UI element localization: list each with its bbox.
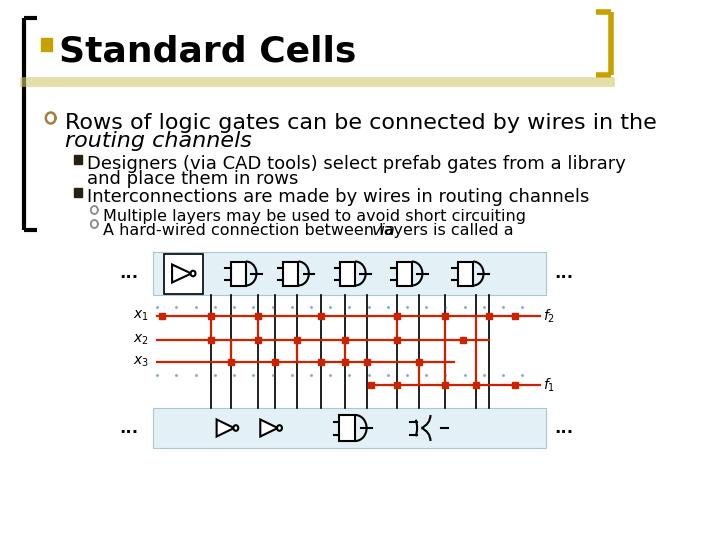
Text: $f_2$: $f_2$ — [544, 307, 555, 325]
Bar — [74, 188, 82, 197]
FancyBboxPatch shape — [153, 252, 546, 295]
Bar — [74, 155, 82, 164]
Polygon shape — [217, 420, 234, 436]
Text: ...: ... — [554, 419, 573, 437]
Circle shape — [233, 425, 238, 431]
Circle shape — [277, 425, 282, 431]
Text: $x_1$: $x_1$ — [132, 309, 148, 323]
Text: Interconnections are made by wires in routing channels: Interconnections are made by wires in ro… — [87, 188, 590, 206]
Text: Rows of logic gates can be connected by wires in the: Rows of logic gates can be connected by … — [65, 113, 657, 133]
Bar — [283, 261, 298, 286]
Text: routing channels: routing channels — [65, 131, 251, 151]
Text: and place them in rows: and place them in rows — [87, 170, 299, 188]
Polygon shape — [261, 420, 278, 436]
Bar — [230, 261, 246, 286]
Text: via: via — [372, 223, 396, 238]
Text: $f_1$: $f_1$ — [544, 376, 555, 394]
Text: A hard-wired connection between layers is called a: A hard-wired connection between layers i… — [103, 223, 519, 238]
Text: $x_3$: $x_3$ — [132, 355, 148, 369]
Bar — [339, 415, 355, 441]
FancyBboxPatch shape — [153, 408, 546, 448]
Polygon shape — [172, 265, 192, 282]
Text: ...: ... — [120, 265, 139, 282]
Bar — [458, 261, 473, 286]
Bar — [397, 261, 412, 286]
Bar — [340, 261, 355, 286]
Text: ...: ... — [554, 265, 573, 282]
Text: Standard Cells: Standard Cells — [59, 35, 357, 69]
Text: Multiple layers may be used to avoid short circuiting: Multiple layers may be used to avoid sho… — [103, 209, 526, 224]
Bar — [41, 38, 53, 51]
Text: Designers (via CAD tools) select prefab gates from a library: Designers (via CAD tools) select prefab … — [87, 155, 626, 173]
Circle shape — [191, 271, 196, 276]
Text: ...: ... — [120, 419, 139, 437]
Bar — [164, 253, 202, 294]
Text: $x_2$: $x_2$ — [132, 333, 148, 347]
